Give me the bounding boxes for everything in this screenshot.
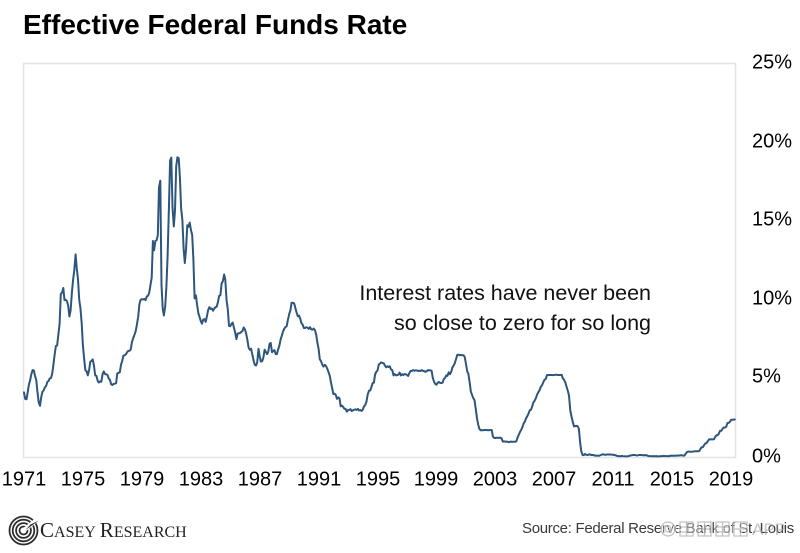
svg-text:APP: APP: [752, 520, 786, 539]
svg-text:APP: APP: [752, 520, 786, 539]
